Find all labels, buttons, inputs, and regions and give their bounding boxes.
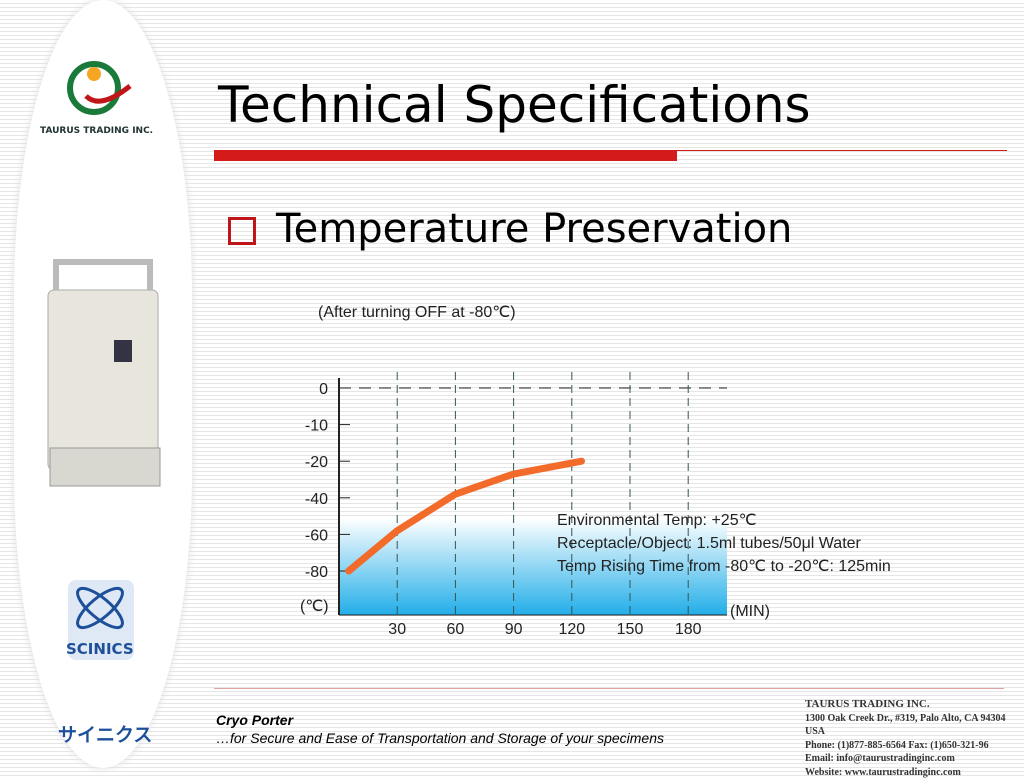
annotation: Environmental Temp: +25℃ [557,512,757,529]
contact-line: TAURUS TRADING INC. [805,698,1024,712]
contact-block: TAURUS TRADING INC.1300 Oak Creek Dr., #… [805,698,1024,779]
chart-title: (After turning OFF at -80℃) [318,304,516,321]
footer-product: Cryo Porter [216,712,293,728]
annotation: Temp Rising Time from -80℃ to -20℃: 125m… [557,558,891,575]
footer-rule [214,688,1004,689]
y-tick-label: 0 [319,381,328,398]
x-tick-label: 60 [447,621,465,638]
y-tick-label: -20 [305,454,328,471]
y-tick-label: -60 [305,527,328,544]
chart: (After turning OFF at -80℃) (℃) (MIN) 0 -… [0,0,1000,680]
x-axis-label: (MIN) [730,603,770,620]
x-tick-label: 180 [675,621,702,638]
y-tick-label: -40 [305,491,328,508]
footer-tagline: …for Secure and Ease of Transportation a… [216,730,664,746]
y-tick-label: -10 [305,418,328,435]
x-tick-label: 120 [558,621,585,638]
scinics-jp: サイニクス [58,720,152,747]
contact-line: 1300 Oak Creek Dr., #319, Palo Alto, CA … [805,712,1024,739]
contact-line: Phone: (1)877-885-6564 Fax: (1)650-321-9… [805,739,1024,753]
x-tick-label: 150 [617,621,644,638]
y-axis-label: (℃) [300,598,329,615]
contact-line: Email: info@taurustradinginc.com [805,752,1024,766]
annotation: Receptacle/Object: 1.5ml tubes/50μl Wate… [557,535,862,552]
x-tick-label: 30 [388,621,406,638]
y-tick-label: -80 [305,564,328,581]
x-tick-label: 90 [505,621,523,638]
